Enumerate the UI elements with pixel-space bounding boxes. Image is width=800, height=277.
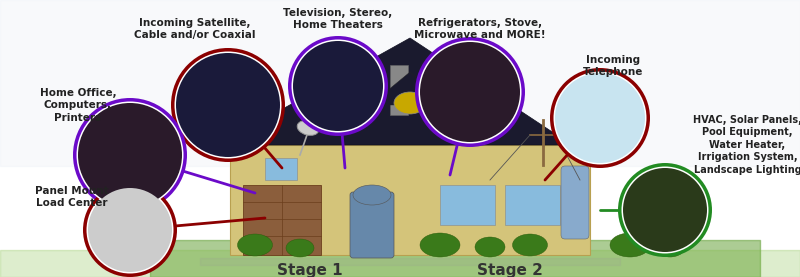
Ellipse shape	[655, 237, 685, 257]
Circle shape	[291, 40, 385, 132]
Circle shape	[83, 183, 177, 277]
Bar	[390, 65, 408, 115]
Bar	[230, 145, 590, 255]
FancyBboxPatch shape	[561, 166, 589, 239]
Circle shape	[293, 41, 383, 131]
Circle shape	[418, 40, 522, 143]
Circle shape	[73, 98, 187, 212]
Polygon shape	[218, 38, 572, 145]
Circle shape	[420, 42, 520, 142]
Circle shape	[555, 73, 645, 163]
Circle shape	[78, 103, 182, 207]
Circle shape	[176, 53, 280, 157]
Circle shape	[86, 186, 174, 273]
Circle shape	[618, 163, 712, 257]
Bar	[265, 158, 297, 180]
Polygon shape	[370, 72, 450, 105]
Circle shape	[554, 71, 646, 165]
Bar	[505, 185, 560, 225]
Circle shape	[171, 48, 285, 162]
Text: Stage 1: Stage 1	[277, 263, 343, 277]
Bar	[440, 185, 495, 225]
Ellipse shape	[353, 185, 391, 205]
Circle shape	[415, 37, 525, 147]
Text: HVAC, Solar Panels,
Pool Equipment,
Water Heater,
Irrigation System,
Landscape L: HVAC, Solar Panels, Pool Equipment, Wate…	[693, 115, 800, 175]
Text: Panel Mount
Load Center: Panel Mount Load Center	[35, 186, 109, 208]
Circle shape	[77, 101, 183, 209]
Ellipse shape	[475, 237, 505, 257]
Text: Incoming
Telephone: Incoming Telephone	[583, 55, 643, 77]
Ellipse shape	[394, 92, 426, 114]
Text: Home Office,
Computers,
Printers: Home Office, Computers, Printers	[40, 88, 116, 123]
FancyBboxPatch shape	[350, 192, 394, 258]
Ellipse shape	[513, 234, 547, 256]
Text: Stage 2: Stage 2	[477, 263, 543, 277]
Circle shape	[623, 168, 707, 252]
Text: Incoming Satellite,
Cable and/or Coaxial: Incoming Satellite, Cable and/or Coaxial	[134, 18, 256, 40]
Text: Television, Stereo,
Home Theaters: Television, Stereo, Home Theaters	[283, 8, 393, 30]
Circle shape	[550, 68, 650, 168]
Circle shape	[622, 166, 709, 253]
Text: Refrigerators, Stove,
Microwave and MORE!: Refrigerators, Stove, Microwave and MORE…	[414, 18, 546, 40]
Ellipse shape	[298, 121, 318, 135]
Circle shape	[88, 188, 172, 272]
Ellipse shape	[610, 233, 650, 257]
Ellipse shape	[420, 233, 460, 257]
Circle shape	[174, 52, 282, 158]
Circle shape	[288, 36, 388, 136]
Ellipse shape	[286, 239, 314, 257]
Ellipse shape	[238, 234, 273, 256]
Bar	[243, 185, 321, 255]
